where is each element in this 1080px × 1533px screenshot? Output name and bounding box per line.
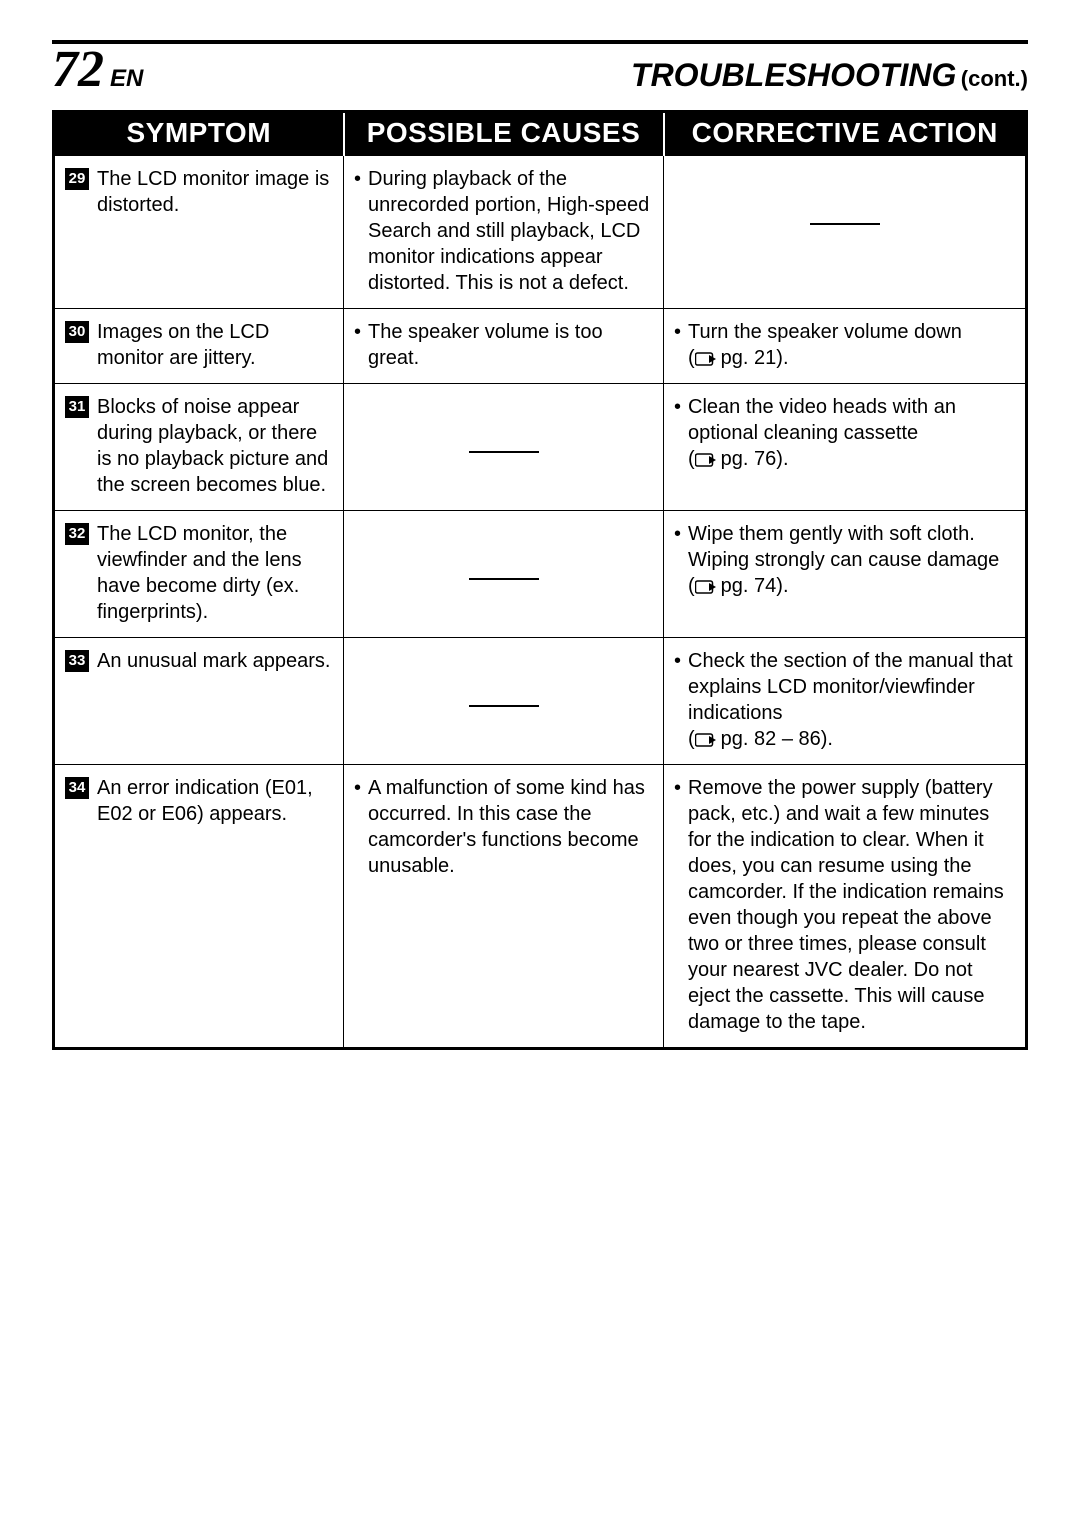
action-cell: Clean the video heads with an optional c… <box>664 384 1027 511</box>
row-index-badge: 33 <box>65 650 89 672</box>
table-body: 29 The LCD monitor image is distorted. Dur… <box>54 156 1027 1049</box>
table-header-row: SYMPTOM POSSIBLE CAUSES CORRECTIVE ACTIO… <box>54 112 1027 156</box>
action-text-wrapper: Wipe them gently with soft cloth. Wiping… <box>674 521 1015 599</box>
row-index-badge: 30 <box>65 321 89 343</box>
symptom-text: An error indication (E01, E02 or E06) ap… <box>97 775 333 827</box>
cause-cell: A malfunction of some kind has occurred.… <box>344 765 664 1049</box>
table-row: 31 Blocks of noise appear during playback… <box>54 384 1027 511</box>
action-text: Remove the power supply (battery pack, e… <box>688 777 1004 1033</box>
symptom-text: Blocks of noise appear during playback, … <box>97 394 333 498</box>
troubleshooting-table: SYMPTOM POSSIBLE CAUSES CORRECTIVE ACTIO… <box>52 110 1028 1050</box>
page-ref-text: pg. 74 <box>721 575 777 597</box>
cause-cell <box>344 384 664 511</box>
action-text: Check the section of the manual that exp… <box>688 650 1013 724</box>
col-header-symptom: SYMPTOM <box>54 112 344 156</box>
action-cell: Remove the power supply (battery pack, e… <box>664 765 1027 1049</box>
symptom-cell: 32 The LCD monitor, the viewfinder and th… <box>54 511 344 638</box>
cause-cell <box>344 511 664 638</box>
action-cell: Turn the speaker volume down(pg. 21). <box>664 309 1027 384</box>
cause-cell: The speaker volume is too great. <box>344 309 664 384</box>
action-text-wrapper: Clean the video heads with an optional c… <box>674 394 1015 472</box>
page-ref-icon <box>695 580 717 594</box>
action-cell: Check the section of the manual that exp… <box>664 638 1027 765</box>
row-index-badge: 32 <box>65 523 89 545</box>
symptom-cell: 34 An error indication (E01, E02 or E06) … <box>54 765 344 1049</box>
table-row: 29 The LCD monitor image is distorted. Dur… <box>54 156 1027 309</box>
action-text: Turn the speaker volume down <box>688 321 962 343</box>
table-row: 33 An unusual mark appears. Check the sect… <box>54 638 1027 765</box>
symptom-cell: 33 An unusual mark appears. <box>54 638 344 765</box>
cause-text: During playback of the unrecorded portio… <box>354 166 653 296</box>
section-title-block: TROUBLESHOOTING (cont.) <box>631 57 1028 94</box>
col-header-cause: POSSIBLE CAUSES <box>344 112 664 156</box>
action-text-wrapper: Turn the speaker volume down(pg. 21). <box>674 319 1015 371</box>
action-cell: Wipe them gently with soft cloth. Wiping… <box>664 511 1027 638</box>
symptom-cell: 31 Blocks of noise appear during playback… <box>54 384 344 511</box>
page-ref-icon <box>695 733 717 747</box>
page-ref-text: pg. 76 <box>721 448 777 470</box>
col-header-action: CORRECTIVE ACTION <box>664 112 1027 156</box>
section-title: TROUBLESHOOTING <box>631 57 956 93</box>
page-number: 72 <box>52 44 104 96</box>
page-ref-icon <box>695 352 717 366</box>
symptom-text: The LCD monitor, the viewfinder and the … <box>97 521 333 625</box>
page-header: 72 EN TROUBLESHOOTING (cont.) <box>52 40 1028 96</box>
cause-text: A malfunction of some kind has occurred.… <box>354 775 653 879</box>
cause-cell <box>344 638 664 765</box>
symptom-cell: 30 Images on the LCD monitor are jittery. <box>54 309 344 384</box>
empty-dash <box>354 394 653 460</box>
symptom-text: The LCD monitor image is distorted. <box>97 166 333 218</box>
page: 72 EN TROUBLESHOOTING (cont.) SYMPTOM PO… <box>0 0 1080 1533</box>
page-number-block: 72 EN <box>52 44 143 96</box>
symptom-text: Images on the LCD monitor are jittery. <box>97 319 333 371</box>
action-text: Wipe them gently with soft cloth. Wiping… <box>688 523 999 571</box>
table-row: 34 An error indication (E01, E02 or E06) … <box>54 765 1027 1049</box>
section-title-cont: (cont.) <box>961 66 1028 91</box>
cause-cell: During playback of the unrecorded portio… <box>344 156 664 309</box>
page-language: EN <box>110 67 143 91</box>
empty-dash <box>354 648 653 714</box>
cause-text: The speaker volume is too great. <box>354 319 653 371</box>
table-row: 32 The LCD monitor, the viewfinder and th… <box>54 511 1027 638</box>
page-ref-icon <box>695 453 717 467</box>
symptom-text: An unusual mark appears. <box>97 648 333 674</box>
action-text-wrapper: Check the section of the manual that exp… <box>674 648 1015 752</box>
symptom-cell: 29 The LCD monitor image is distorted. <box>54 156 344 309</box>
empty-dash <box>354 521 653 587</box>
action-text-wrapper: Remove the power supply (battery pack, e… <box>674 775 1015 1035</box>
page-ref-text: pg. 21 <box>721 347 777 369</box>
page-ref-text: pg. 82 – 86 <box>721 728 821 750</box>
action-text: Clean the video heads with an optional c… <box>688 396 956 444</box>
table-row: 30 Images on the LCD monitor are jittery.… <box>54 309 1027 384</box>
row-index-badge: 29 <box>65 168 89 190</box>
empty-dash <box>674 166 1015 232</box>
action-cell <box>664 156 1027 309</box>
row-index-badge: 34 <box>65 777 89 799</box>
row-index-badge: 31 <box>65 396 89 418</box>
